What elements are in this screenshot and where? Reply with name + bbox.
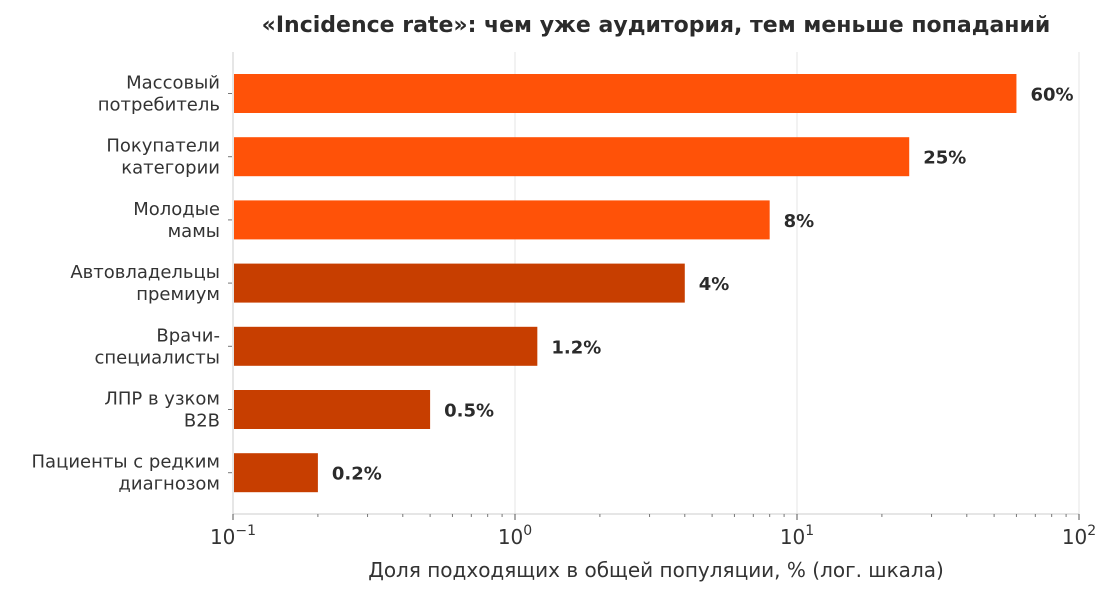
value-label-3: 4%	[699, 274, 730, 295]
axes-layer: 10−1 100 101 102 Массовый потребитель Покупате…	[32, 52, 1096, 549]
category-label-2: Молодые мамы	[133, 199, 220, 242]
category-label-0: Массовый потребитель	[98, 73, 220, 116]
bar-4	[234, 326, 538, 366]
value-label-5: 0.5%	[444, 401, 494, 422]
category-label-1: Покупатели категории	[106, 136, 220, 179]
category-label-5: ЛПР в узком B2B	[104, 389, 220, 432]
category-label-4: Врачи-специалисты	[94, 325, 220, 368]
x-tick-label-1: 100	[498, 523, 532, 549]
value-label-4: 1.2%	[551, 337, 601, 358]
bars-layer: 60% 25% 8% 4% 1.2% 0.5% 0.2%	[234, 74, 1074, 493]
category-label-6: Пациенты с редким диагнозом	[32, 452, 221, 495]
value-label-0: 60%	[1030, 85, 1073, 106]
x-tick-label-2: 101	[780, 523, 814, 549]
category-label-3: Автовладельцы премиум	[70, 262, 220, 305]
bar-6	[234, 453, 318, 493]
bar-5	[234, 390, 431, 429]
bar-0	[234, 74, 1017, 113]
x-tick-label-0: 10−1	[210, 523, 256, 549]
value-label-6: 0.2%	[332, 464, 382, 485]
bar-2	[234, 200, 770, 240]
value-label-1: 25%	[923, 148, 966, 169]
chart-title: «Incidence rate»: чем уже аудитория, тем…	[262, 13, 1051, 38]
x-axis-label: Доля подходящих в общей популяции, % (ло…	[368, 558, 944, 582]
x-tick-label-3: 102	[1062, 523, 1096, 549]
bar-1	[234, 137, 910, 177]
bar-3	[234, 263, 685, 303]
value-label-2: 8%	[784, 211, 815, 232]
